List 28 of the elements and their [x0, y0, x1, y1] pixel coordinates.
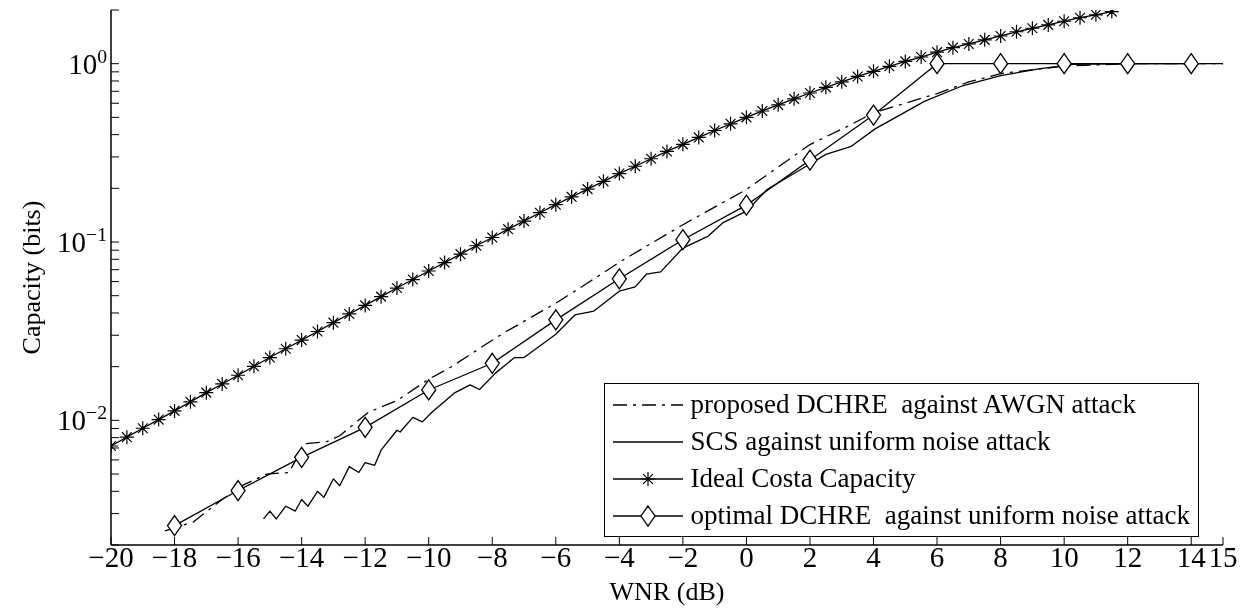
- legend-label: optimal DCHRE against uniform noise attack: [690, 499, 1190, 532]
- x-tick-label: 10: [1049, 541, 1079, 573]
- x-tick-label: −20: [88, 541, 134, 573]
- x-tick-label: 15: [1208, 541, 1238, 573]
- legend-label: Ideal Costa Capacity: [690, 462, 916, 495]
- x-tick-label: −18: [151, 541, 198, 573]
- x-tick-label: −10: [406, 541, 452, 573]
- x-tick-label: 0: [739, 541, 754, 573]
- x-tick-label: 8: [993, 541, 1008, 573]
- y-tick-label: 10$^{−2}$: [57, 401, 107, 437]
- x-axis-title: WNR (dB): [609, 577, 725, 606]
- x-tick-label: −4: [603, 541, 636, 573]
- legend-label: SCS against uniform noise attack: [690, 425, 1051, 458]
- x-tick-label: −8: [476, 541, 508, 573]
- x-tick-label: 2: [802, 541, 818, 573]
- x-tick-label: 4: [866, 541, 882, 573]
- x-tick-label: −12: [342, 541, 388, 573]
- y-tick-label: 10$^{0}$: [68, 44, 108, 80]
- y-axis-title: Capacity (bits): [17, 200, 47, 355]
- x-tick-label: 6: [929, 541, 945, 573]
- x-tick-label: −16: [215, 541, 261, 573]
- x-tick-label: 12: [1113, 541, 1143, 573]
- x-tick-label: 14: [1176, 541, 1207, 573]
- x-tick-label: −14: [278, 541, 325, 573]
- x-tick-label: −2: [667, 541, 699, 573]
- y-tick-label: 10$^{−1}$: [57, 223, 107, 259]
- legend-label: proposed DCHRE against AWGN attack: [690, 388, 1137, 421]
- x-tick-label: −6: [540, 541, 572, 573]
